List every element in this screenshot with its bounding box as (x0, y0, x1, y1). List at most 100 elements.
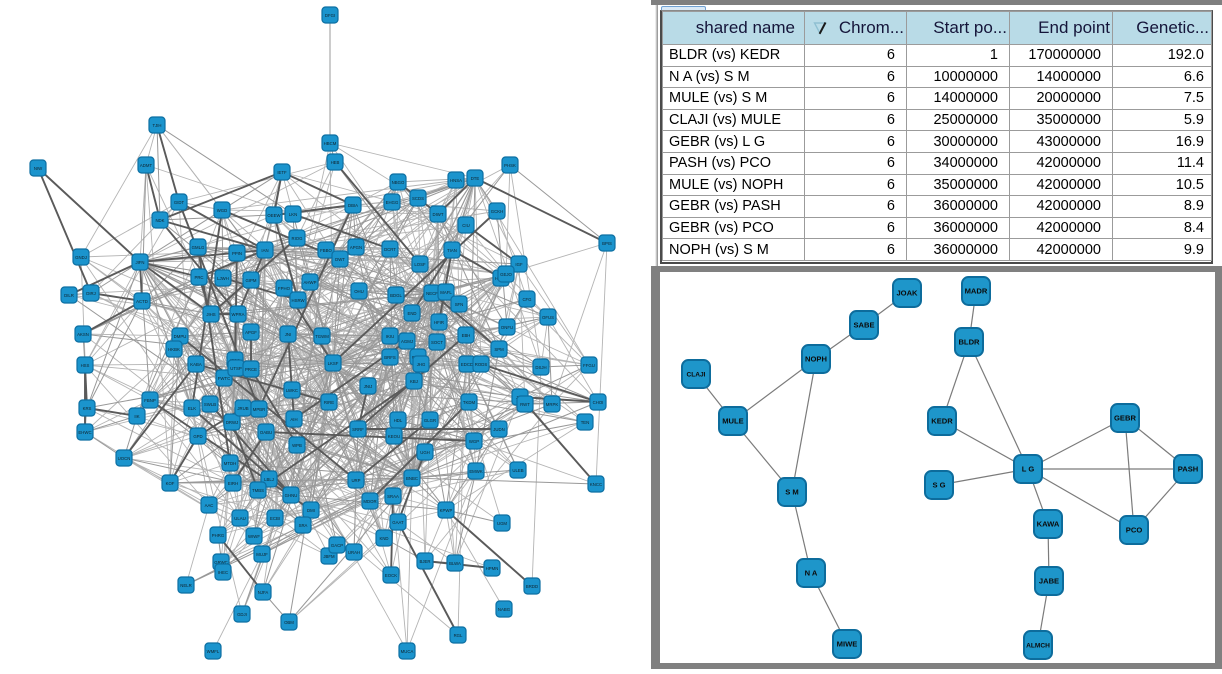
svg-text:KND: KND (379, 536, 388, 541)
svg-text:IKIU: IKIU (386, 334, 394, 339)
svg-text:SRRF: SRRF (352, 427, 364, 432)
svg-text:UOCN: UOCN (118, 456, 131, 461)
svg-text:URP: URP (351, 478, 360, 483)
svg-text:S G: S G (932, 481, 945, 490)
svg-text:DMI: DMI (307, 508, 315, 513)
svg-text:EDCD: EDCD (461, 362, 473, 367)
svg-text:GLGR: GLGR (424, 418, 436, 423)
svg-text:RWT: RWT (520, 402, 530, 407)
svg-text:OHU: OHU (354, 289, 364, 294)
svg-text:JIHS: JIHS (206, 312, 215, 317)
svg-text:KNCC: KNCC (590, 482, 602, 487)
svg-text:WPB: WPB (292, 443, 302, 448)
svg-text:JOAK: JOAK (896, 289, 918, 298)
svg-text:WGD: WGD (217, 208, 228, 213)
svg-text:MADR: MADR (965, 287, 988, 296)
svg-text:APGF: APGF (245, 330, 257, 335)
svg-text:FFGU: FFGU (583, 363, 595, 368)
svg-text:KBJ: KBJ (410, 379, 418, 384)
svg-text:PHSK: PHSK (504, 163, 516, 168)
svg-text:EMWK: EMWK (469, 469, 483, 474)
svg-text:ULAU: ULAU (234, 516, 245, 521)
svg-text:GIDT: GIDT (174, 200, 185, 205)
svg-text:KEOU: KEOU (388, 434, 400, 439)
svg-text:SWLB: SWLB (204, 402, 216, 407)
svg-text:JNI: JNI (285, 332, 291, 337)
svg-text:NECF: NECF (426, 291, 438, 296)
svg-text:DBIA: DBIA (348, 203, 358, 208)
svg-text:EOCK: EOCK (385, 573, 397, 578)
svg-text:PRCE: PRCE (245, 367, 257, 372)
svg-text:BLWA: BLWA (449, 561, 461, 566)
svg-text:GPD: GPD (193, 434, 202, 439)
svg-text:PASH: PASH (1178, 465, 1199, 474)
svg-text:IHEC: IHEC (218, 570, 228, 575)
svg-text:NDK: NDK (155, 218, 164, 223)
svg-text:SRAA: SRAA (387, 494, 399, 499)
svg-text:DTE: DTE (471, 176, 480, 181)
svg-text:GMLG: GMLG (192, 245, 205, 250)
svg-text:IIK: IIK (134, 414, 139, 419)
svg-text:MAFL: MAFL (440, 290, 452, 295)
svg-text:URAH: URAH (348, 550, 360, 555)
svg-text:WIWF: WIWF (248, 534, 260, 539)
svg-text:ADMT: ADMT (140, 163, 153, 168)
svg-text:AHWP: AHWP (304, 280, 317, 285)
svg-text:GACP: GACP (331, 543, 343, 548)
svg-text:MRPK: MRPK (546, 402, 559, 407)
svg-text:PPIN: PPIN (232, 251, 242, 256)
svg-text:BNBC: BNBC (406, 476, 418, 481)
svg-text:FBNP: FBNP (144, 398, 156, 403)
svg-text:DIRJ: DIRJ (86, 291, 96, 296)
svg-text:RIRE: RIRE (324, 400, 334, 405)
svg-text:HDL: HDL (394, 418, 403, 423)
svg-text:JRUB: JRUB (237, 406, 248, 411)
svg-text:SFN: SFN (455, 302, 464, 307)
svg-text:OABU: OABU (260, 430, 272, 435)
svg-text:LKSF: LKSF (328, 361, 339, 366)
svg-text:NBGO: NBGO (392, 180, 405, 185)
svg-text:DFGI: DFGI (325, 13, 335, 18)
svg-text:JNIJ: JNIJ (364, 384, 373, 389)
svg-text:MULE: MULE (722, 417, 744, 426)
svg-text:EBH: EBH (462, 333, 471, 338)
svg-text:LBLJ: LBLJ (264, 477, 274, 482)
svg-text:PHRG: PHRG (212, 533, 225, 538)
svg-text:TKDM: TKDM (463, 400, 476, 405)
svg-text:AGMJ: AGMJ (401, 339, 413, 344)
svg-text:IETF: IETF (277, 170, 287, 175)
svg-text:GEJO: GEJO (500, 272, 512, 277)
svg-text:NJFA: NJFA (258, 590, 269, 595)
svg-text:DRWJ: DRWJ (226, 420, 238, 425)
svg-text:JHG: JHG (417, 362, 426, 367)
svg-text:S M: S M (785, 488, 799, 497)
svg-text:N A: N A (805, 569, 818, 578)
svg-text:END: END (407, 311, 416, 316)
svg-text:APGN: APGN (350, 245, 362, 250)
svg-text:HBCM: HBCM (324, 141, 337, 146)
svg-text:OEEW: OEEW (267, 213, 281, 218)
svg-text:GAAT: GAAT (392, 520, 404, 525)
svg-text:CIU: CIU (462, 223, 469, 228)
svg-text:ULEB: ULEB (512, 468, 523, 473)
svg-text:LKN: LKN (289, 212, 297, 217)
svg-text:EHGG: EHGG (386, 200, 399, 205)
svg-text:EHWC: EHWC (78, 430, 91, 435)
svg-text:BJER: BJER (420, 559, 431, 564)
svg-text:BDGL: BDGL (390, 293, 402, 298)
svg-text:DSJH: DSJH (535, 365, 546, 370)
svg-text:GDJI: GDJI (237, 612, 247, 617)
svg-text:DCRT: DCRT (384, 247, 396, 252)
svg-text:HFIR: HFIR (434, 320, 444, 325)
svg-text:OFUS: OFUS (542, 315, 554, 320)
svg-text:NIW: NIW (34, 166, 43, 171)
svg-text:FWTC: FWTC (218, 376, 230, 381)
svg-text:SCDS: SCDS (412, 196, 424, 201)
svg-text:TGWM: TGWM (315, 334, 329, 339)
svg-text:DMPU: DMPU (174, 334, 187, 339)
svg-text:WMFL: WMFL (207, 649, 220, 654)
svg-text:BRDD: BRDD (526, 584, 538, 589)
svg-text:PCO: PCO (1126, 526, 1143, 535)
svg-text:TMBS: TMBS (252, 488, 264, 493)
svg-text:RIOG: RIOG (292, 236, 304, 241)
